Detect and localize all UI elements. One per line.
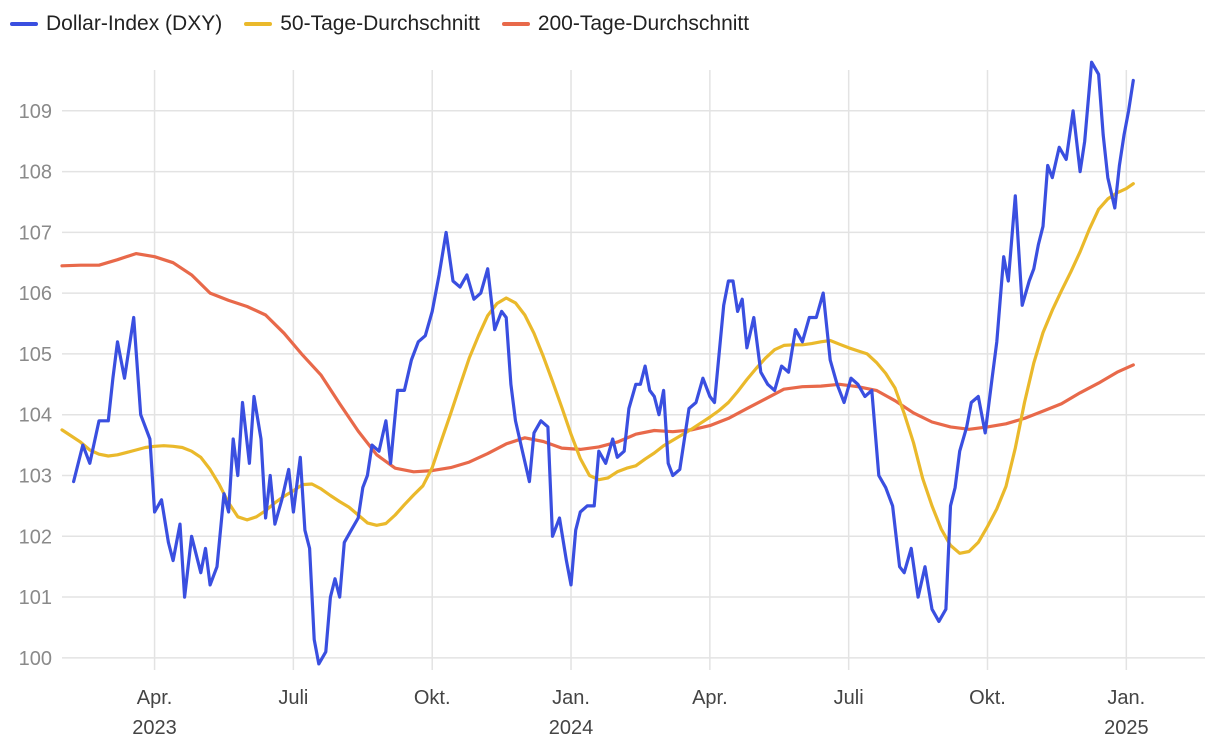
y-tick-label-106: 106 xyxy=(19,283,52,305)
x-tick-year-7: 2025 xyxy=(1104,717,1149,739)
y-tick-label-105: 105 xyxy=(19,344,52,366)
legend-label-dxy: Dollar-Index (DXY) xyxy=(46,12,223,35)
x-tick-label-2: Okt. xyxy=(414,687,451,709)
legend: Dollar-Index (DXY) 50-Tage-Durchschnitt … xyxy=(10,12,749,36)
y-tick-label-104: 104 xyxy=(19,405,52,427)
x-tick-label-3: Jan. xyxy=(552,687,590,709)
legend-swatch-50-day xyxy=(244,22,273,26)
x-tick-year-3: 2024 xyxy=(549,717,594,739)
legend-item-200-day[interactable]: 200-Tage-Durchschnitt xyxy=(501,12,750,36)
x-tick-label-6: Okt. xyxy=(969,687,1006,709)
series-line-200-day xyxy=(60,252,1135,474)
legend-item-dxy[interactable]: Dollar-Index (DXY) xyxy=(10,12,222,36)
y-tick-label-101: 101 xyxy=(19,587,52,609)
x-tick-label-5: Juli xyxy=(834,687,864,709)
x-tick-year-0: 2023 xyxy=(132,717,177,739)
series-line-dxy xyxy=(72,60,1135,666)
y-axis-labels: 100 101 102 103 104 105 106 107 108 109 xyxy=(19,101,52,670)
x-tick-label-7: Jan. xyxy=(1107,687,1145,709)
series-line-50-day xyxy=(60,182,1135,555)
legend-item-50-day[interactable]: 50-Tage-Durchschnitt xyxy=(244,12,480,36)
legend-swatch-dxy xyxy=(10,22,38,26)
y-tick-label-107: 107 xyxy=(19,222,52,244)
x-tick-label-4: Apr. xyxy=(692,687,728,709)
legend-label-50-day: 50-Tage-Durchschnitt xyxy=(280,12,480,35)
x-tick-label-0: Apr. xyxy=(137,687,173,709)
legend-swatch-200-day xyxy=(501,22,530,26)
y-tick-label-109: 109 xyxy=(19,101,52,123)
y-tick-label-100: 100 xyxy=(19,648,52,670)
y-tick-label-108: 108 xyxy=(19,162,52,184)
y-tick-label-102: 102 xyxy=(19,526,52,548)
series-lines xyxy=(60,60,1135,666)
legend-label-200-day: 200-Tage-Durchschnitt xyxy=(537,12,750,35)
x-tick-label-1: Juli xyxy=(278,687,308,709)
y-tick-label-103: 103 xyxy=(19,465,52,487)
x-axis-labels: Apr. 2023 Juli Okt. Jan. 2024 Apr. Juli Okt. Jan.… xyxy=(132,687,1148,739)
